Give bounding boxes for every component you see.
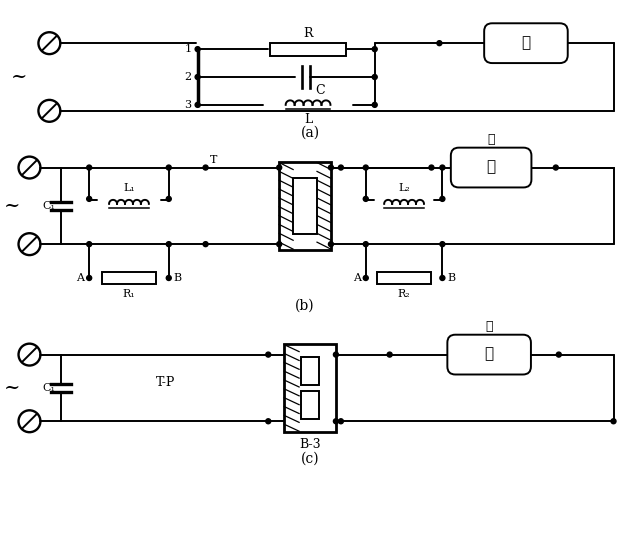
- Circle shape: [166, 196, 172, 201]
- Circle shape: [86, 196, 92, 201]
- Bar: [270, 43, 346, 56]
- Circle shape: [440, 196, 445, 201]
- Text: 灯: 灯: [486, 161, 496, 174]
- Text: 灯: 灯: [485, 320, 493, 333]
- Text: (c): (c): [301, 452, 319, 465]
- Circle shape: [328, 165, 333, 170]
- Circle shape: [611, 419, 616, 424]
- Circle shape: [372, 74, 377, 80]
- Bar: [301, 357, 319, 385]
- Circle shape: [166, 241, 172, 246]
- Text: A: A: [353, 273, 361, 283]
- Circle shape: [440, 241, 445, 246]
- Text: A: A: [76, 273, 84, 283]
- Circle shape: [333, 419, 339, 424]
- Text: ~: ~: [3, 197, 20, 215]
- Circle shape: [339, 419, 344, 424]
- Text: B: B: [173, 273, 182, 283]
- Circle shape: [195, 102, 200, 107]
- Text: 灯: 灯: [522, 36, 531, 50]
- Text: B-3: B-3: [300, 438, 321, 451]
- Circle shape: [364, 165, 368, 170]
- Circle shape: [364, 276, 368, 280]
- Bar: [102, 272, 156, 284]
- Text: 1: 1: [184, 44, 191, 54]
- Circle shape: [276, 165, 282, 170]
- Circle shape: [429, 165, 434, 170]
- Text: 2: 2: [184, 72, 191, 82]
- Circle shape: [339, 165, 344, 170]
- Circle shape: [86, 276, 92, 280]
- Circle shape: [266, 419, 271, 424]
- Circle shape: [437, 41, 442, 46]
- Circle shape: [364, 196, 368, 201]
- Text: L: L: [304, 113, 312, 127]
- Circle shape: [203, 165, 208, 170]
- Text: C₁: C₁: [42, 201, 55, 211]
- Circle shape: [372, 102, 377, 107]
- Circle shape: [86, 165, 92, 170]
- Bar: [377, 272, 431, 284]
- Circle shape: [86, 241, 92, 246]
- Circle shape: [440, 165, 445, 170]
- Text: 灯: 灯: [488, 133, 495, 146]
- Circle shape: [266, 352, 271, 357]
- Circle shape: [195, 74, 200, 80]
- Circle shape: [276, 241, 282, 246]
- FancyBboxPatch shape: [447, 335, 531, 375]
- FancyBboxPatch shape: [451, 147, 531, 188]
- Bar: [301, 391, 319, 419]
- Text: C: C: [315, 85, 325, 97]
- Circle shape: [554, 165, 558, 170]
- Circle shape: [166, 276, 172, 280]
- Circle shape: [195, 47, 200, 52]
- Text: C₁: C₁: [42, 383, 55, 393]
- Text: 3: 3: [184, 100, 191, 110]
- FancyBboxPatch shape: [484, 23, 568, 63]
- Text: R: R: [303, 27, 313, 40]
- Circle shape: [328, 241, 333, 246]
- Circle shape: [364, 241, 368, 246]
- Text: ~: ~: [12, 68, 28, 86]
- Text: ~: ~: [3, 379, 20, 397]
- Text: B: B: [447, 273, 456, 283]
- Circle shape: [203, 241, 208, 246]
- Circle shape: [166, 165, 172, 170]
- Text: R₂: R₂: [398, 289, 410, 299]
- Bar: [284, 344, 336, 432]
- Text: T: T: [209, 155, 217, 164]
- Circle shape: [440, 276, 445, 280]
- Circle shape: [372, 47, 377, 52]
- Text: T-P: T-P: [156, 376, 175, 389]
- Circle shape: [333, 352, 339, 357]
- Bar: [279, 162, 331, 250]
- Text: 灯: 灯: [484, 348, 493, 361]
- Text: (a): (a): [301, 126, 319, 140]
- Text: (b): (b): [295, 299, 315, 313]
- Text: L₁: L₁: [123, 183, 135, 193]
- Text: L₂: L₂: [398, 183, 410, 193]
- Circle shape: [387, 352, 392, 357]
- Bar: [293, 178, 317, 234]
- Circle shape: [556, 352, 561, 357]
- Text: R₁: R₁: [123, 289, 135, 299]
